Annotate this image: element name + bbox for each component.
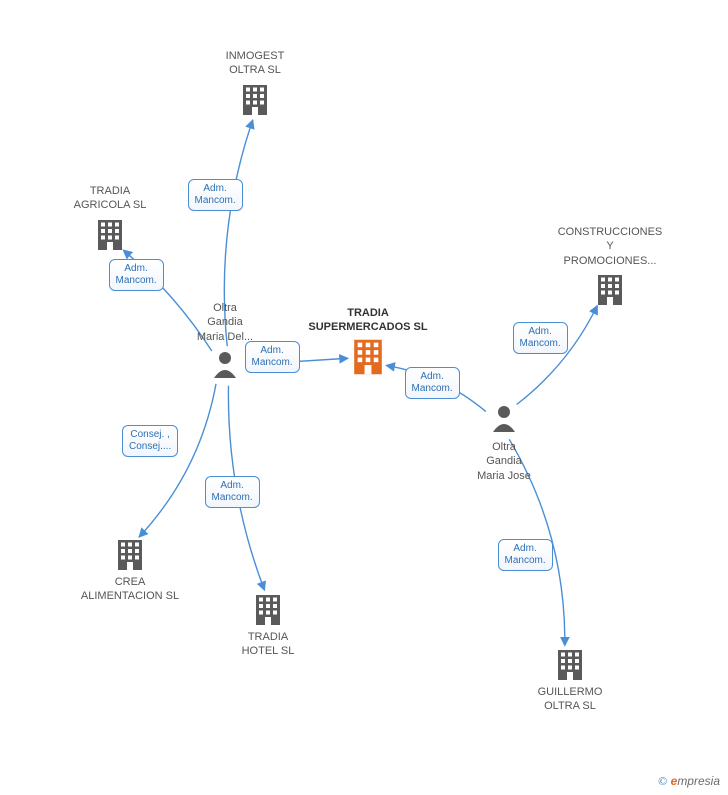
edge-label: Adm. Mancom. — [513, 322, 568, 354]
company-icon — [558, 650, 582, 680]
node-c2: TRADIA AGRICOLA SL — [40, 184, 180, 213]
edge-label: Adm. Mancom. — [498, 539, 553, 571]
node-p1: Oltra Gandia Maria Del... — [155, 301, 295, 344]
copyright-symbol: © — [658, 774, 667, 788]
node-label: INMOGEST OLTRA SL — [185, 49, 325, 78]
edge-label: Adm. Mancom. — [245, 341, 300, 373]
diagram-canvas — [0, 0, 728, 795]
edge-label: Adm. Mancom. — [405, 367, 460, 399]
node-p2: Oltra Gandia Maria Jose — [434, 440, 574, 483]
node-c4: TRADIA HOTEL SL — [198, 630, 338, 659]
node-c5: CONSTRUCCIONES Y PROMOCIONES... — [540, 225, 680, 268]
node-label: CONSTRUCCIONES Y PROMOCIONES... — [540, 225, 680, 268]
brand-rest: mpresia — [677, 774, 720, 788]
edge-label: Consej. , Consej.... — [122, 425, 178, 457]
company-icon — [598, 275, 622, 305]
company-icon — [243, 85, 267, 115]
node-label: Oltra Gandia Maria Del... — [155, 301, 295, 344]
edge-label: Adm. Mancom. — [109, 259, 164, 291]
footer-attribution: © empresia — [658, 774, 720, 789]
node-label: CREA ALIMENTACION SL — [60, 575, 200, 604]
company-icon — [98, 220, 122, 250]
node-label: GUILLERMO OLTRA SL — [500, 685, 640, 714]
node-label: Oltra Gandia Maria Jose — [434, 440, 574, 483]
node-c6: GUILLERMO OLTRA SL — [500, 685, 640, 714]
company-icon — [118, 540, 142, 570]
node-c3: CREA ALIMENTACION SL — [60, 575, 200, 604]
node-label: TRADIA AGRICOLA SL — [40, 184, 180, 213]
person-icon — [493, 406, 515, 432]
edge-arrow — [139, 384, 216, 537]
company-icon — [256, 595, 280, 625]
edge-label: Adm. Mancom. — [205, 476, 260, 508]
person-icon — [214, 352, 236, 378]
node-label: TRADIA HOTEL SL — [198, 630, 338, 659]
company-center-icon — [354, 340, 382, 375]
node-label: TRADIA SUPERMERCADOS SL — [298, 306, 438, 335]
node-center: TRADIA SUPERMERCADOS SL — [298, 306, 438, 335]
edge-label: Adm. Mancom. — [188, 179, 243, 211]
edge-arrow — [517, 306, 598, 405]
node-c1: INMOGEST OLTRA SL — [185, 49, 325, 78]
